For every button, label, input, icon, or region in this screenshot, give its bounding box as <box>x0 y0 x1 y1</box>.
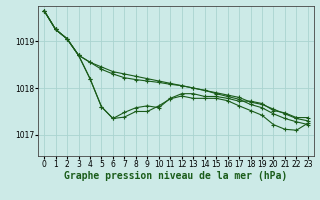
X-axis label: Graphe pression niveau de la mer (hPa): Graphe pression niveau de la mer (hPa) <box>64 171 288 181</box>
